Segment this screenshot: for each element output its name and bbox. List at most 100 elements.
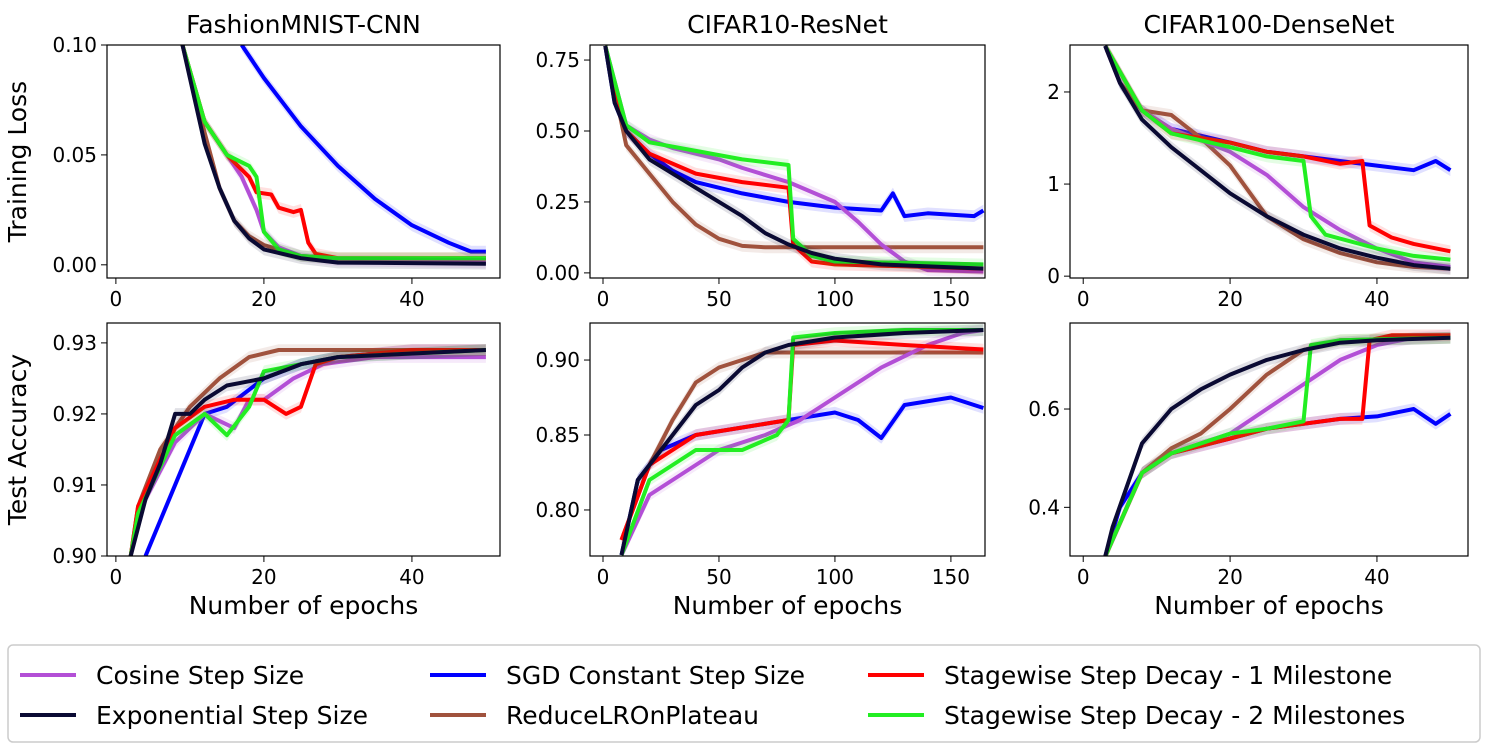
series-line-stagewise-step-decay-1-milestone <box>128 348 486 556</box>
x-tick-label: 0 <box>1077 287 1090 311</box>
y-tick-label: 0 <box>1047 264 1060 288</box>
axes-frame <box>1069 44 1469 279</box>
x-tick-label: 20 <box>1217 287 1242 311</box>
confidence-band <box>241 45 486 258</box>
series-line-cosine-step-size <box>603 45 984 274</box>
series-line-cosine-step-size <box>619 328 984 556</box>
subplot-5: 0 50 100 150 0.80 0.85 0.90 Number of epochs <box>535 322 986 620</box>
subplot-4: 0 20 40 0.90 0.91 0.92 0.93 Number of epochs Tes… <box>3 322 501 620</box>
legend-label: Exponential Step Size <box>96 701 368 730</box>
subplot-title: CIFAR10-ResNet <box>687 10 888 39</box>
legend-label: ReduceLROnPlateau <box>506 701 759 730</box>
x-tick-label: 50 <box>706 565 731 589</box>
x-tick-label: 20 <box>251 565 276 589</box>
axes-frame <box>106 44 501 279</box>
series-line-reducelronplateau <box>603 45 984 250</box>
x-tick-label: 50 <box>706 287 731 311</box>
axes-frame <box>589 44 986 279</box>
series-line-sgd-constant-step-size <box>240 45 486 254</box>
y-tick-label: 0.00 <box>52 253 97 277</box>
x-tick-label: 20 <box>251 287 276 311</box>
plot-area <box>619 324 985 556</box>
y-tick-label: 0.93 <box>52 331 97 355</box>
y-tick-label: 0.50 <box>535 119 580 143</box>
y-axis-label: Test Accuracy <box>3 354 32 527</box>
series-line-exponential-step-size <box>180 45 486 266</box>
series-line-exponential-step-size <box>1103 335 1451 556</box>
y-tick-label: 0.90 <box>52 544 97 568</box>
confidence-band <box>1105 45 1451 266</box>
x-tick-label: 100 <box>816 287 854 311</box>
subplot-6: 0 20 40 0.4 0.6 Number of epochs <box>1028 322 1469 620</box>
series-line-exponential-step-size <box>619 328 984 556</box>
plot-area <box>128 344 486 556</box>
legend-frame <box>7 644 1481 743</box>
y-tick-label: 0.10 <box>52 33 97 57</box>
x-tick-label: 40 <box>1364 287 1389 311</box>
axes-frame <box>589 322 986 557</box>
legend-item: Exponential Step Size <box>20 701 368 730</box>
series-line-stagewise-step-decay-2-milestones <box>1103 45 1451 262</box>
y-tick-label: 0.6 <box>1028 397 1060 421</box>
confidence-band <box>1105 45 1451 177</box>
legend-label: Stagewise Step Decay - 1 Milestone <box>944 661 1392 690</box>
series-line-stagewise-step-decay-2-milestones <box>180 45 486 261</box>
x-tick-label: 40 <box>1364 565 1389 589</box>
series-line-exponential-step-size <box>603 45 984 271</box>
y-tick-label: 0.4 <box>1028 495 1060 519</box>
legend-label: Cosine Step Size <box>96 661 304 690</box>
series-line-stagewise-step-decay-2-milestones <box>1103 335 1451 556</box>
confidence-band <box>145 344 486 556</box>
plot-area <box>1103 329 1452 556</box>
legend-label: SGD Constant Step Size <box>506 661 805 690</box>
x-tick-label: 150 <box>932 287 970 311</box>
x-tick-label: 150 <box>932 565 970 589</box>
plot-area <box>1103 45 1452 275</box>
series-line-stagewise-step-decay-2-milestones <box>603 45 984 267</box>
legend: Cosine Step Size Exponential Step Size SGD… <box>7 644 1481 743</box>
y-axis-label: Training Loss <box>3 81 32 243</box>
legend-item: Stagewise Step Decay - 2 Milestones <box>868 701 1405 730</box>
y-tick-label: 0.92 <box>52 402 97 426</box>
plot-area <box>603 45 985 278</box>
series-line-exponential-step-size <box>128 348 486 556</box>
plot-area <box>180 45 486 270</box>
subplot-1: 0 20 40 0.00 0.05 0.10 FashionMNIST-CNN Trainin… <box>3 10 501 311</box>
subplot-2: 0 50 100 150 0.00 0.25 0.50 0.75 CIFAR10-ResNet <box>535 10 986 311</box>
x-tick-label: 0 <box>597 565 610 589</box>
series-line-sgd-constant-step-size <box>143 348 486 556</box>
y-tick-label: 0.05 <box>52 143 97 167</box>
y-tick-label: 2 <box>1047 80 1060 104</box>
series-line-exponential-step-size <box>1103 45 1451 271</box>
x-tick-label: 0 <box>1077 565 1090 589</box>
confidence-band <box>605 45 984 222</box>
x-tick-label: 100 <box>816 565 854 589</box>
y-tick-label: 0.75 <box>535 48 580 72</box>
axes-frame <box>106 322 501 557</box>
confidence-band <box>621 334 984 546</box>
axes-frame <box>1069 322 1469 557</box>
series-line-stagewise-step-decay-2-milestones <box>619 328 984 556</box>
y-tick-label: 0.91 <box>52 473 97 497</box>
legend-item: Stagewise Step Decay - 1 Milestone <box>868 661 1392 690</box>
x-tick-label: 40 <box>399 565 424 589</box>
confidence-band <box>182 45 486 264</box>
x-tick-label: 0 <box>597 287 610 311</box>
subplot-title: CIFAR100-DenseNet <box>1144 10 1395 39</box>
legend-item: SGD Constant Step Size <box>430 661 805 690</box>
x-tick-label: 0 <box>110 287 123 311</box>
x-tick-label: 0 <box>110 565 123 589</box>
y-tick-label: 1 <box>1047 172 1060 196</box>
confidence-band <box>1105 45 1451 258</box>
x-axis-label: Number of epochs <box>1154 591 1384 620</box>
legend-item: Cosine Step Size <box>20 661 304 690</box>
y-tick-label: 0.00 <box>535 261 580 285</box>
legend-label: Stagewise Step Decay - 2 Milestones <box>944 701 1405 730</box>
legend-item: ReduceLROnPlateau <box>430 701 759 730</box>
x-axis-label: Number of epochs <box>673 591 903 620</box>
subplot-title: FashionMNIST-CNN <box>186 10 421 39</box>
confidence-band <box>1105 45 1451 275</box>
x-tick-label: 20 <box>1217 565 1242 589</box>
y-tick-label: 0.25 <box>535 190 580 214</box>
